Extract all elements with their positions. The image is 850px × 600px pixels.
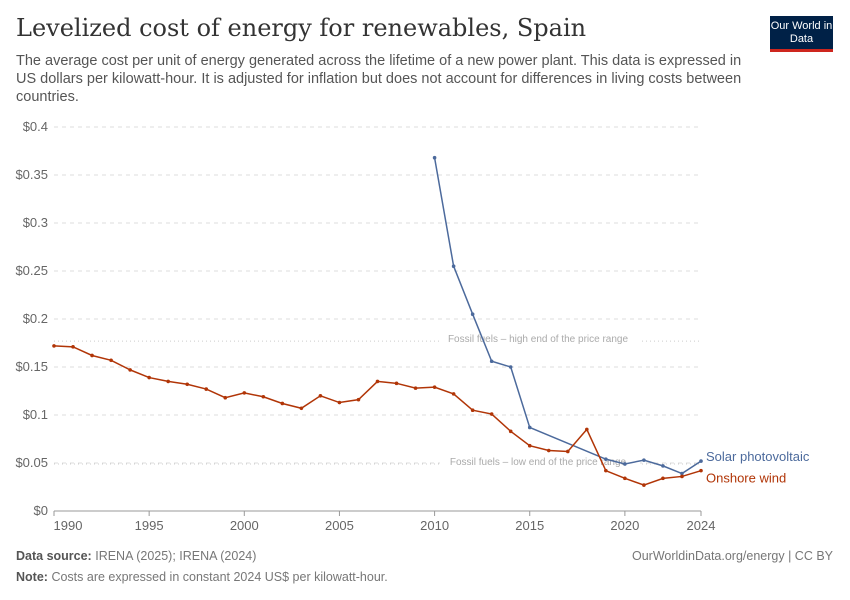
line-chart: $0 $0.05 $0.1 $0.15 $0.2 $0.25 $0.3 $0.35 $0.4 19…: [15, 119, 810, 530]
data-point: [546, 448, 551, 453]
data-point: [489, 359, 494, 364]
x-tick-label: 2005: [325, 518, 354, 530]
data-point: [470, 408, 475, 413]
y-tick-label: $0: [34, 503, 48, 518]
source-text[interactable]: IRENA (2025); IRENA (2024): [95, 549, 257, 563]
data-point: [489, 412, 494, 416]
data-point: [109, 358, 113, 363]
series-label: Solar photovoltaic: [706, 449, 810, 464]
x-tick-label: 2015: [515, 518, 544, 530]
x-tick-label: 2010: [420, 518, 449, 530]
y-tick-label: $0.05: [15, 455, 48, 470]
x-tick-label: 2000: [230, 518, 259, 530]
y-tick-label: $0.4: [23, 119, 48, 134]
data-point: [680, 474, 684, 479]
data-point: [128, 368, 132, 372]
data-point: [432, 155, 437, 160]
x-tick-label: 2024: [687, 518, 716, 530]
note-text: Costs are expressed in constant 2024 US$…: [51, 570, 388, 584]
data-point: [642, 458, 646, 462]
data-point: [432, 385, 437, 389]
note-label: Note:: [16, 570, 48, 584]
data-point: [280, 401, 285, 406]
reference-label-bg: [440, 334, 640, 347]
data-point: [394, 381, 399, 386]
y-tick-label: $0.2: [23, 311, 48, 326]
owid-logo[interactable]: Our World in Data: [770, 16, 833, 52]
data-point: [642, 483, 646, 487]
data-point: [470, 312, 475, 316]
chart-subtitle: The average cost per unit of energy gene…: [16, 53, 742, 105]
reference-label: Fossil fuels – high end of the price ran…: [448, 334, 629, 345]
data-source: Data source: IRENA (2025); IRENA (2024): [16, 549, 256, 563]
data-point: [680, 471, 684, 476]
data-point: [318, 394, 323, 398]
chart-title: Levelized cost of energy for renewables,…: [16, 14, 587, 42]
data-point: [585, 427, 589, 432]
credit-link[interactable]: OurWorldinData.org/energy | CC BY: [631, 549, 833, 563]
y-tick-label: $0.35: [15, 167, 48, 182]
data-point: [699, 459, 703, 463]
y-tick-label: $0.15: [15, 359, 48, 374]
reference-label: Fossil fuels – low end of the price rang…: [450, 457, 627, 468]
data-point: [565, 449, 570, 454]
note: Note: Costs are expressed in constant 20…: [16, 570, 388, 584]
data-point: [527, 443, 532, 448]
y-tick-label: $0.1: [23, 407, 48, 422]
data-point: [242, 391, 247, 395]
data-point: [52, 344, 56, 348]
y-tick-label: $0.25: [15, 263, 48, 278]
x-tick-label: 2020: [610, 518, 639, 530]
data-point: [185, 382, 190, 387]
source-label: Data source:: [16, 549, 92, 563]
data-point: [375, 379, 380, 384]
data-point: [413, 386, 418, 390]
data-point: [508, 365, 513, 369]
data-point: [623, 462, 627, 466]
data-point: [223, 395, 228, 400]
data-point: [71, 345, 75, 349]
data-point: [451, 264, 456, 268]
series-line: [433, 157, 702, 475]
data-point: [661, 464, 665, 468]
data-point: [337, 400, 342, 405]
data-point: [356, 397, 361, 402]
y-tick-label: $0.3: [23, 215, 48, 230]
data-point: [604, 468, 608, 473]
data-point: [147, 375, 151, 380]
x-tick-label: 1995: [135, 518, 164, 530]
reference-label-bg: [440, 456, 640, 469]
data-point: [90, 353, 94, 358]
series-label: Onshore wind: [706, 471, 786, 486]
x-tick-label: 1990: [54, 518, 83, 530]
data-point: [261, 394, 266, 399]
data-point: [451, 392, 456, 396]
data-point: [204, 387, 209, 391]
data-point: [166, 379, 170, 384]
data-point: [623, 476, 627, 481]
data-point: [527, 425, 532, 430]
data-point: [661, 476, 665, 481]
data-point: [299, 406, 304, 411]
data-point: [508, 429, 513, 434]
data-point: [604, 457, 608, 461]
data-point: [699, 468, 703, 473]
